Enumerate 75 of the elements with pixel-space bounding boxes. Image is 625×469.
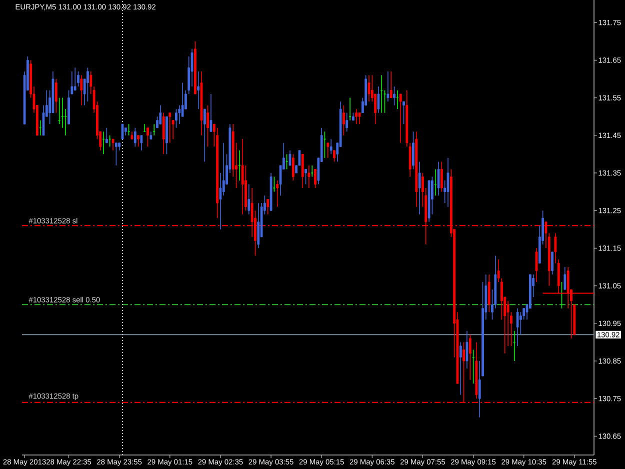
candlestick	[393, 86, 396, 106]
candlestick	[54, 78, 58, 114]
candlestick	[551, 252, 554, 275]
candlestick	[159, 104, 162, 124]
candlestick	[203, 108, 206, 162]
candlestick	[146, 127, 149, 148]
candlestick	[74, 67, 76, 91]
candlestick	[564, 266, 566, 290]
candlestick	[248, 184, 250, 215]
candlestick	[308, 165, 310, 188]
candlestick	[197, 71, 200, 110]
candlestick	[431, 176, 434, 215]
candlestick	[402, 101, 405, 124]
candlestick	[121, 124, 124, 140]
candlestick	[134, 127, 136, 148]
candlestick	[330, 138, 332, 155]
candlestick	[418, 161, 421, 215]
candlestick	[437, 161, 440, 196]
candlestick	[488, 274, 490, 313]
candlestick	[506, 300, 510, 346]
candlestick	[459, 342, 462, 396]
candlestick	[368, 74, 370, 102]
candlestick	[519, 312, 522, 336]
candlestick	[112, 138, 114, 151]
candlestick	[105, 127, 108, 144]
candlestick	[516, 308, 519, 346]
candlestick	[168, 112, 172, 144]
candlestick	[386, 71, 390, 102]
candlestick	[162, 112, 165, 155]
candlestick	[301, 154, 304, 188]
candlestick	[412, 131, 414, 170]
candlestick	[292, 154, 294, 181]
candlestick	[355, 108, 358, 124]
candlestick	[408, 142, 412, 178]
candlestick	[342, 104, 345, 136]
candlestick	[210, 94, 212, 132]
candlestick	[310, 165, 314, 178]
candlestick	[440, 161, 443, 192]
candlestick	[86, 67, 89, 102]
candlestick	[333, 150, 336, 162]
candlestick	[172, 120, 174, 140]
candlestick	[535, 248, 538, 282]
candlestick	[178, 104, 181, 124]
candlestick	[272, 176, 276, 192]
candlestick	[241, 138, 244, 215]
candlestick	[206, 104, 210, 148]
candlestick	[348, 97, 352, 121]
candlestick	[346, 112, 348, 132]
candlestick	[266, 198, 270, 215]
candlestick	[304, 168, 307, 185]
candlestick	[257, 202, 260, 249]
candlestick	[77, 71, 80, 87]
candlestick	[156, 116, 158, 128]
candlestick	[42, 104, 45, 136]
candlestick	[140, 134, 143, 151]
candlestick	[358, 112, 361, 124]
candlestick	[377, 86, 380, 114]
candlestick	[399, 94, 402, 144]
candlestick	[288, 150, 292, 166]
candlestick	[70, 71, 74, 94]
candlestick	[390, 71, 392, 98]
candlestick	[80, 74, 83, 106]
candlestick	[175, 108, 178, 128]
candlestick	[314, 168, 316, 188]
candlestick	[554, 232, 557, 264]
candlestick	[64, 108, 67, 136]
candlestick	[466, 330, 468, 369]
candlestick	[61, 97, 64, 128]
candlestick	[468, 334, 472, 380]
candlestick	[137, 134, 140, 148]
candlestick	[326, 142, 330, 158]
candlestick	[238, 150, 241, 181]
candlestick	[114, 142, 118, 166]
candlestick	[446, 158, 450, 208]
candlestick	[276, 180, 279, 208]
